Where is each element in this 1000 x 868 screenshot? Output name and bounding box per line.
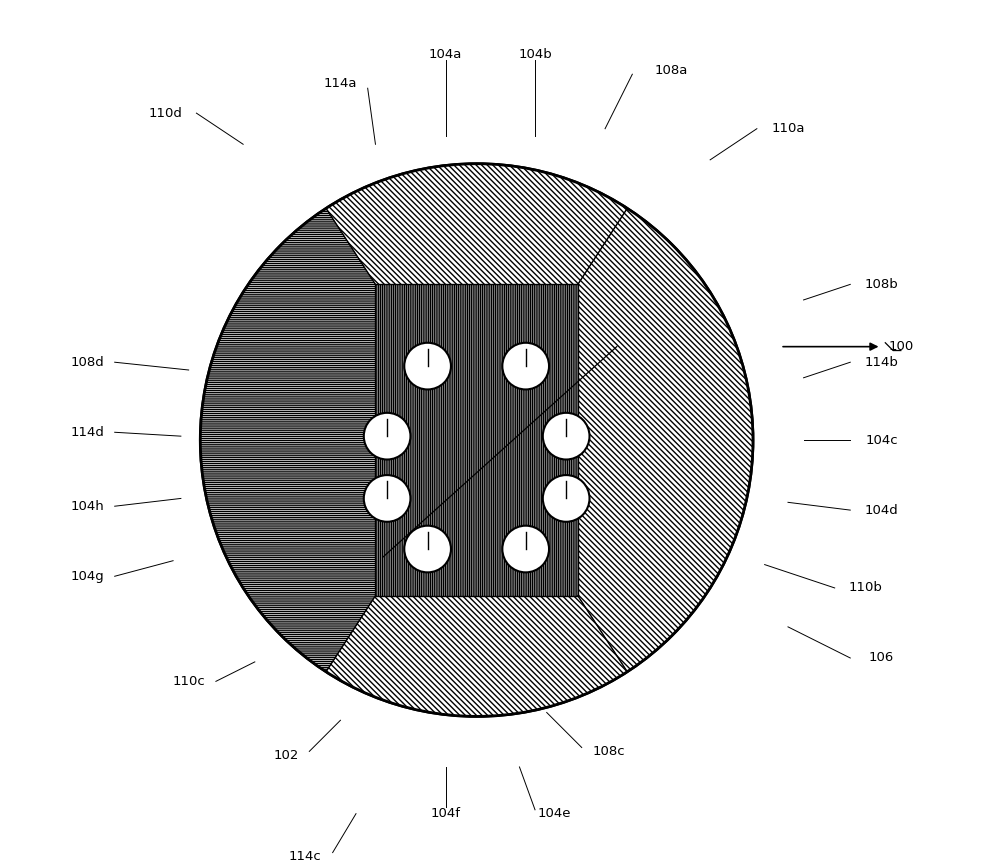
- Circle shape: [404, 343, 451, 390]
- Text: 114c: 114c: [289, 850, 322, 863]
- Circle shape: [364, 475, 410, 522]
- Circle shape: [502, 526, 549, 572]
- Text: 102: 102: [273, 749, 299, 762]
- Text: 110d: 110d: [148, 107, 182, 120]
- Text: 104d: 104d: [865, 503, 898, 516]
- Text: 104e: 104e: [538, 807, 571, 820]
- Text: 114b: 114b: [864, 356, 898, 369]
- Polygon shape: [201, 208, 753, 716]
- Text: 104h: 104h: [71, 500, 104, 513]
- Polygon shape: [578, 208, 753, 672]
- Text: 108c: 108c: [593, 745, 625, 758]
- Polygon shape: [201, 164, 753, 672]
- Circle shape: [404, 526, 451, 572]
- Text: 104g: 104g: [71, 569, 104, 582]
- Text: 110a: 110a: [771, 122, 805, 135]
- Text: 114d: 114d: [71, 426, 104, 438]
- Circle shape: [543, 413, 590, 459]
- Text: 114a: 114a: [324, 77, 357, 90]
- Text: 110b: 110b: [849, 582, 883, 595]
- Text: 104c: 104c: [865, 433, 898, 446]
- Text: 106: 106: [869, 652, 894, 665]
- Text: 110c: 110c: [172, 674, 205, 687]
- Polygon shape: [326, 164, 753, 716]
- Bar: [375, 285, 578, 595]
- Text: 104b: 104b: [518, 49, 552, 62]
- Circle shape: [364, 413, 410, 459]
- Text: 108a: 108a: [655, 64, 688, 77]
- Circle shape: [502, 343, 549, 390]
- Circle shape: [543, 475, 590, 522]
- Text: 104f: 104f: [431, 807, 461, 820]
- Text: 104a: 104a: [429, 49, 462, 62]
- Text: 108b: 108b: [865, 278, 898, 291]
- Text: 108d: 108d: [71, 356, 104, 369]
- Text: 100: 100: [888, 340, 913, 353]
- Circle shape: [200, 164, 753, 716]
